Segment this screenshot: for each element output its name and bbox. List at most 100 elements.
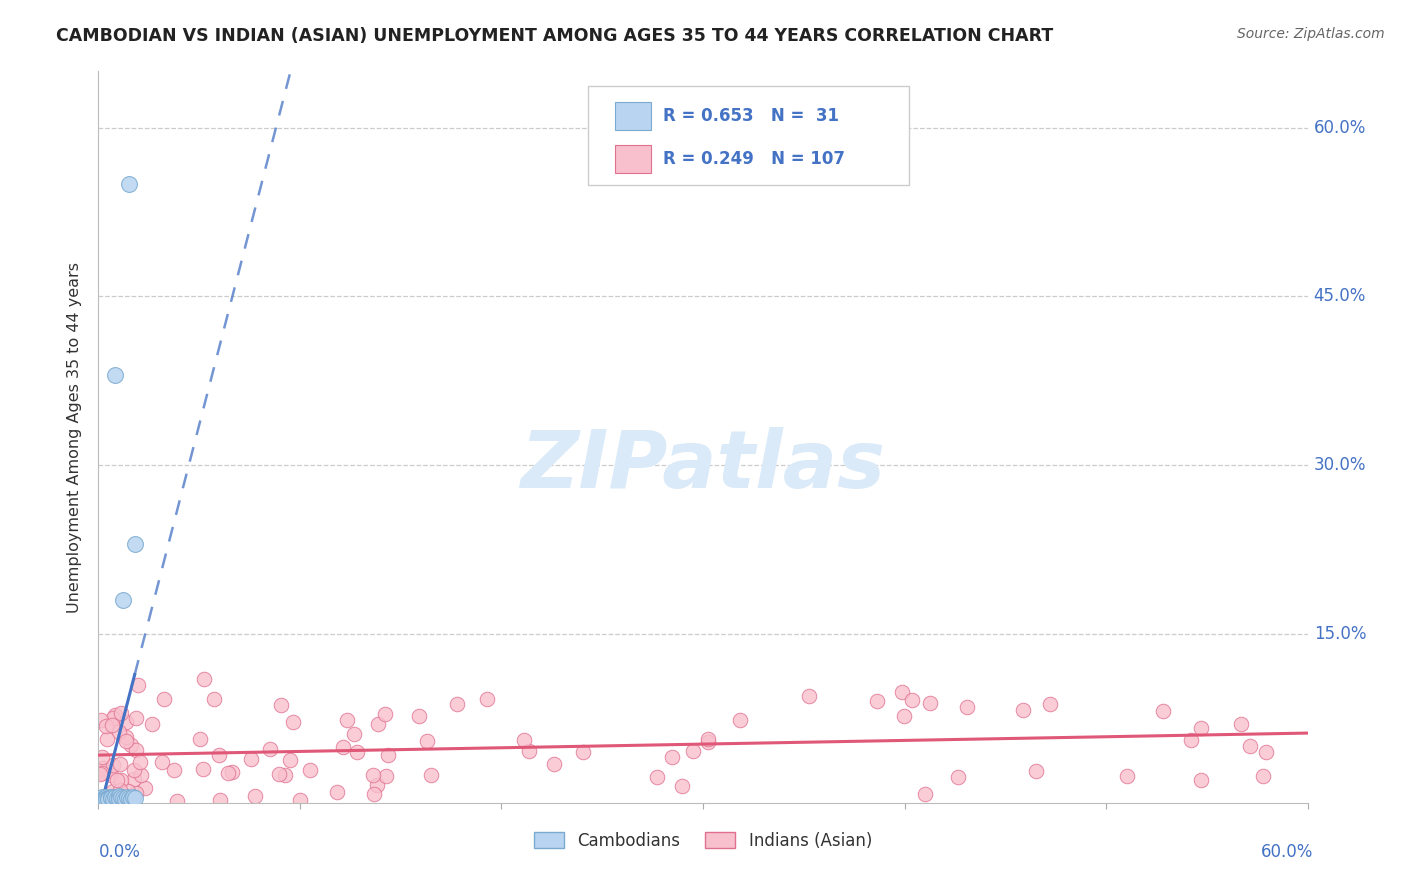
Text: 30.0%: 30.0% (1313, 456, 1367, 475)
Point (918, 696, 941, 710)
Point (115, 734, 138, 748)
Point (207, 747, 229, 762)
Point (1254, 745, 1277, 759)
Point (117, 784, 139, 798)
Point (893, 708, 915, 723)
Text: 15.0%: 15.0% (1313, 625, 1367, 643)
Point (120, 792, 142, 806)
Point (107, 789, 129, 803)
Point (101, 792, 124, 806)
Point (166, 794, 188, 808)
Point (150, 756, 173, 770)
Point (108, 782, 131, 797)
Point (129, 768, 152, 782)
Point (475, 691, 498, 706)
Point (188, 732, 211, 747)
Text: CAMBODIAN VS INDIAN (ASIAN) UNEMPLOYMENT AMONG AGES 35 TO 44 YEARS CORRELATION C: CAMBODIAN VS INDIAN (ASIAN) UNEMPLOYMENT… (56, 27, 1053, 45)
Point (115, 715, 138, 730)
Point (101, 717, 124, 731)
Point (103, 757, 125, 772)
Point (120, 738, 142, 752)
Point (1115, 769, 1137, 783)
Point (367, 716, 389, 731)
Point (671, 779, 693, 793)
Point (408, 709, 430, 723)
Text: R = 0.653   N =  31: R = 0.653 N = 31 (664, 107, 839, 125)
Point (87, 792, 110, 806)
Point (799, 689, 821, 703)
Point (90, 750, 112, 764)
Point (93, 792, 115, 806)
Point (111, 593, 134, 607)
Point (208, 792, 231, 806)
Point (118, 791, 141, 805)
FancyBboxPatch shape (614, 145, 651, 173)
Point (89, 791, 111, 805)
Point (105, 791, 128, 805)
Point (267, 766, 290, 780)
Point (90, 766, 112, 780)
Point (336, 713, 359, 727)
Point (1189, 721, 1212, 735)
Point (1251, 769, 1274, 783)
Point (114, 730, 136, 744)
Point (103, 790, 125, 805)
Point (375, 769, 398, 783)
Point (243, 789, 266, 804)
Point (125, 710, 148, 724)
Point (374, 706, 396, 721)
Point (914, 787, 936, 801)
Point (93, 791, 115, 805)
Point (419, 768, 441, 782)
Point (1180, 732, 1202, 747)
Point (110, 790, 132, 805)
Point (278, 753, 301, 767)
Point (363, 787, 385, 801)
Point (96, 792, 118, 806)
Point (1152, 704, 1174, 718)
Point (946, 770, 969, 784)
Point (956, 700, 979, 714)
Point (91, 761, 114, 775)
Point (572, 745, 595, 759)
Point (100, 790, 122, 805)
Text: 45.0%: 45.0% (1313, 287, 1367, 305)
Point (101, 711, 124, 725)
Point (191, 762, 214, 776)
Point (697, 735, 720, 749)
Point (100, 767, 122, 781)
Point (89, 793, 111, 807)
Point (332, 739, 354, 754)
FancyBboxPatch shape (588, 86, 908, 185)
Legend: Cambodians, Indians (Asian): Cambodians, Indians (Asian) (527, 825, 879, 856)
Text: Source: ZipAtlas.com: Source: ZipAtlas.com (1237, 27, 1385, 41)
Point (696, 732, 718, 747)
Point (1012, 702, 1035, 716)
Point (346, 745, 368, 759)
Point (94, 764, 117, 778)
Text: R = 0.249   N = 107: R = 0.249 N = 107 (664, 150, 845, 168)
Point (105, 772, 128, 787)
Point (128, 755, 150, 769)
Text: ZIPatlas: ZIPatlas (520, 427, 886, 506)
Point (96, 790, 118, 805)
Point (121, 790, 143, 805)
Point (416, 734, 439, 748)
Point (108, 756, 131, 771)
Point (90, 713, 112, 727)
Point (343, 727, 366, 741)
Text: 0.0%: 0.0% (98, 843, 141, 861)
Point (90, 791, 112, 805)
Text: 60.0%: 60.0% (1261, 843, 1313, 861)
Point (91, 790, 114, 805)
Point (217, 766, 239, 780)
Point (118, 177, 141, 191)
Point (94, 718, 117, 732)
Point (890, 684, 912, 698)
Point (115, 790, 138, 805)
Point (111, 791, 134, 805)
Point (377, 748, 399, 763)
Point (1239, 739, 1261, 753)
Point (1189, 772, 1212, 787)
Point (517, 744, 540, 758)
